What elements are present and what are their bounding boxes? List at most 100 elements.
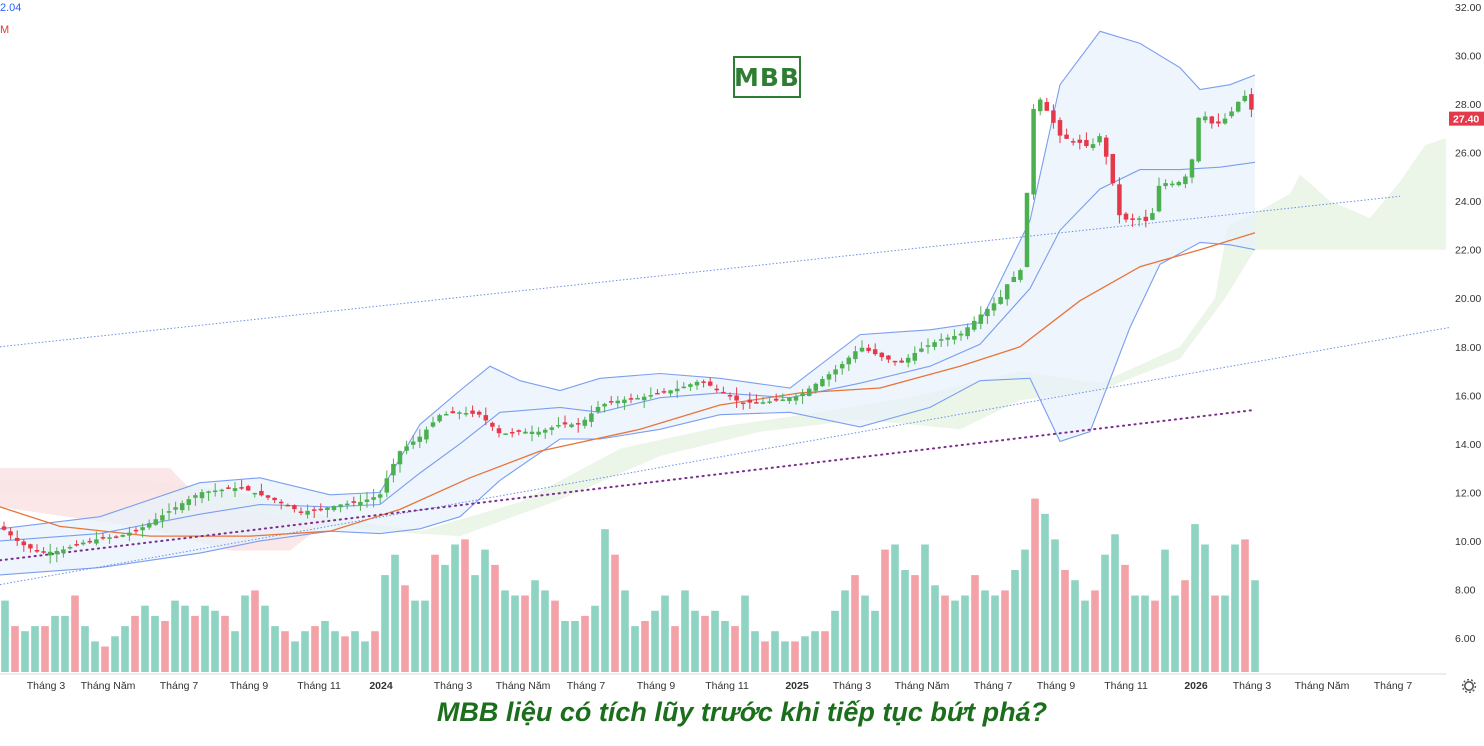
candle-body	[978, 314, 984, 324]
candle-body	[358, 501, 363, 506]
candle-body	[272, 497, 277, 501]
candle-body	[562, 422, 568, 425]
volume-bar	[591, 605, 599, 672]
volume-bar	[951, 600, 959, 672]
volume-bar	[881, 549, 889, 672]
bollinger-fill	[0, 31, 1255, 575]
candle-body	[800, 393, 805, 397]
candle-body	[490, 422, 495, 427]
candle-body	[1037, 99, 1043, 112]
candle-body	[760, 402, 766, 404]
volume-bar	[901, 570, 909, 672]
candle-body	[219, 489, 225, 492]
volume-bar	[471, 575, 479, 672]
candle-body	[113, 536, 119, 538]
x-tick-label: Tháng 9	[637, 680, 676, 692]
volume-bar	[71, 595, 79, 672]
volume-bar	[941, 595, 949, 672]
candle-body	[457, 412, 462, 414]
volume-bar	[781, 641, 789, 672]
last-price-tag: 27.40	[1453, 114, 1479, 126]
candle-body	[615, 400, 621, 404]
volume-bar	[1231, 544, 1239, 672]
candle-body	[727, 395, 733, 397]
candle-body	[232, 488, 238, 492]
volume-bar	[1061, 570, 1069, 672]
y-tick-label: 14.00	[1455, 439, 1481, 451]
candle-body	[1090, 144, 1096, 148]
candle-body	[1057, 120, 1063, 136]
candle-body	[338, 504, 343, 508]
volume-bar	[341, 636, 349, 672]
volume-bar	[691, 610, 699, 672]
candle-body	[199, 492, 205, 499]
volume-bar	[581, 615, 589, 672]
candle-body	[397, 451, 403, 465]
candle-body	[1077, 139, 1083, 143]
volume-bar	[1, 600, 9, 672]
candle-body	[463, 413, 469, 415]
volume-bar	[141, 605, 149, 672]
volume-bar	[171, 600, 179, 672]
volume-bar	[391, 554, 399, 672]
candle-body	[1156, 185, 1162, 212]
volume-bar	[791, 641, 799, 672]
volume-bar	[521, 595, 529, 672]
candle-body	[1011, 276, 1017, 283]
candle-body	[186, 499, 192, 505]
volume-bar	[1031, 498, 1039, 672]
candle-body	[193, 495, 198, 498]
candle-body	[747, 399, 753, 403]
gear-icon-ring	[1464, 680, 1475, 691]
candle-body	[1189, 159, 1195, 178]
candle-body	[853, 351, 858, 360]
volume-bar	[641, 621, 649, 672]
candle-body	[602, 403, 607, 407]
candle-body	[384, 478, 390, 493]
candle-body	[107, 537, 112, 539]
candle-body	[694, 381, 700, 386]
candle-body	[661, 391, 667, 393]
candle-body	[813, 383, 819, 391]
candle-body	[239, 487, 244, 489]
candle-body	[622, 399, 627, 403]
volume-bar	[551, 600, 559, 672]
candle-body	[767, 401, 772, 403]
candle-body	[820, 378, 825, 387]
y-tick-label: 26.00	[1455, 148, 1481, 160]
volume-bar	[671, 626, 679, 672]
x-tick-label: Tháng 11	[1104, 680, 1148, 692]
indicator-legend-value: 2.04	[0, 2, 22, 14]
x-tick-label: Tháng Năm	[1295, 680, 1350, 692]
candle-body	[1031, 108, 1036, 195]
candle-body	[61, 549, 66, 553]
candle-body	[74, 544, 79, 546]
candle-body	[1018, 270, 1023, 280]
volume-bar	[451, 544, 459, 672]
candle-body	[67, 546, 73, 549]
candle-body	[1183, 176, 1188, 185]
candle-body	[1229, 111, 1234, 117]
candle-body	[516, 430, 522, 432]
y-tick-label: 18.00	[1455, 342, 1481, 354]
candle-body	[1117, 184, 1122, 216]
candle-body	[833, 369, 838, 375]
x-tick-label: Tháng 3	[27, 680, 66, 692]
volume-bar	[731, 626, 739, 672]
candle-body	[417, 436, 423, 442]
candle-body	[364, 499, 370, 502]
candle-body	[958, 333, 964, 336]
volume-bar	[111, 636, 119, 672]
x-tick-label: Tháng Năm	[81, 680, 136, 692]
indicator-legend-label: M	[0, 24, 10, 36]
volume-bar	[721, 621, 729, 672]
candle-body	[1004, 284, 1010, 300]
volume-bar	[1041, 513, 1049, 672]
candle-body	[1097, 136, 1102, 143]
x-tick-label: Tháng Năm	[895, 680, 950, 692]
candle-body	[437, 415, 442, 422]
candle-body	[127, 532, 132, 536]
gear-icon[interactable]	[1461, 678, 1477, 694]
